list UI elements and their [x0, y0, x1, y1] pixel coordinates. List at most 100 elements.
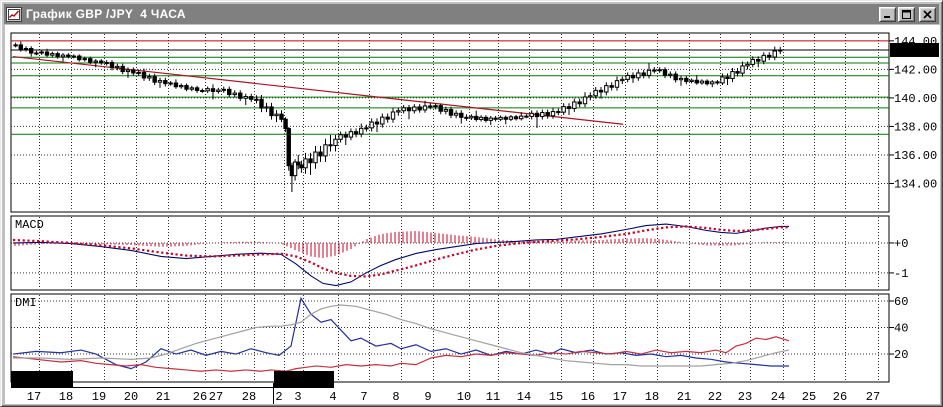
- macd-series: [12, 223, 790, 287]
- price-tick-label: 142.00: [894, 63, 937, 77]
- candle-down: [200, 89, 205, 92]
- candle-down: [152, 76, 157, 83]
- dmi-di-blue-line: [12, 296, 789, 370]
- chart-panels[interactable]: [10, 32, 890, 383]
- date-tick-label: 21: [156, 390, 170, 404]
- candle-up: [678, 77, 684, 81]
- candle-up: [390, 111, 396, 120]
- candle-up: [668, 73, 673, 76]
- candle-down: [99, 60, 104, 64]
- candle-down: [44, 51, 50, 56]
- date-tick-label: 7: [360, 390, 367, 404]
- candle-down: [673, 73, 678, 81]
- candle-up: [168, 82, 173, 85]
- candle-up: [348, 131, 354, 138]
- candle-up: [761, 54, 766, 62]
- candle-up: [369, 121, 374, 129]
- candle-down: [120, 65, 125, 73]
- date-tick-label: 17: [27, 390, 41, 404]
- candle-up: [433, 105, 438, 108]
- date-tick-label: 9: [424, 390, 431, 404]
- price-tick-label: 136.00: [894, 149, 937, 163]
- candle-down: [641, 72, 646, 76]
- date-tick-label: 26: [193, 390, 207, 404]
- date-tick-label: 16: [581, 390, 595, 404]
- macd-tick-label: -1: [894, 267, 908, 281]
- candle-up: [422, 105, 428, 111]
- candle-up: [488, 117, 493, 121]
- current-price-flag: 143.36: [890, 42, 939, 58]
- candle-down: [163, 80, 168, 85]
- candle-up: [264, 106, 269, 109]
- date-tick-label: 22: [708, 390, 722, 404]
- candle-up: [588, 95, 593, 98]
- date-tick-label: 10: [457, 390, 471, 404]
- chart-app-icon[interactable]: [6, 6, 22, 22]
- candle-down: [428, 105, 433, 108]
- candle-down: [503, 116, 508, 120]
- candle-up: [60, 54, 66, 58]
- candle-down: [308, 158, 313, 164]
- candle-down: [238, 92, 243, 99]
- candle-down: [556, 111, 561, 114]
- candle-down: [296, 161, 301, 166]
- candle-up: [136, 71, 141, 74]
- candle-up: [620, 78, 625, 82]
- maximize-icon: [902, 9, 911, 19]
- macd-panel[interactable]: [10, 215, 890, 291]
- date-tick-label: 27: [209, 390, 223, 404]
- dmi-tick-label: 60: [894, 295, 908, 309]
- candle-up: [34, 52, 39, 55]
- candle-down: [318, 151, 323, 157]
- candle-up: [104, 61, 109, 64]
- candle-up: [93, 60, 98, 63]
- candle-up: [189, 87, 194, 90]
- candle-up: [652, 69, 657, 72]
- candle-up: [232, 92, 237, 96]
- dmi-adx-gray-line: [13, 304, 790, 367]
- window-titlebar[interactable]: График GBP /JPY 4 ЧАСА: [4, 4, 939, 24]
- candle-down: [474, 115, 479, 120]
- candle-up: [115, 65, 120, 69]
- candle-down: [493, 117, 498, 120]
- maximize-button[interactable]: [898, 6, 915, 22]
- candle-down: [630, 74, 636, 79]
- candle-up: [303, 158, 308, 169]
- month-label-box: [11, 371, 73, 387]
- candle-down: [704, 80, 710, 85]
- candle-down: [513, 116, 519, 120]
- candle-up: [730, 71, 735, 80]
- candle-down: [353, 131, 359, 135]
- macd-label: MACD: [15, 218, 44, 232]
- candle-up: [323, 144, 328, 157]
- candle-up: [50, 53, 55, 56]
- candle-up: [740, 65, 745, 74]
- candle-up: [582, 96, 588, 105]
- candle-up: [710, 81, 715, 85]
- month-label-box: [274, 371, 334, 387]
- date-tick-label: 26: [833, 390, 847, 404]
- price-tick-label: 134.00: [894, 177, 937, 191]
- candle-down: [566, 106, 572, 109]
- candle-up: [593, 89, 598, 97]
- candle-up: [359, 127, 364, 135]
- minimize-icon: [884, 15, 890, 18]
- macd-signal-line: [12, 225, 790, 278]
- candle-down: [438, 105, 443, 112]
- dmi-label: DMI: [15, 296, 37, 310]
- candle-up: [39, 51, 44, 54]
- candle-up: [13, 44, 18, 47]
- candle-up: [205, 88, 210, 92]
- candle-up: [519, 115, 524, 120]
- candle-down: [524, 115, 529, 118]
- candle-down: [259, 98, 264, 109]
- chart-icon-glyph: [8, 8, 20, 20]
- close-button[interactable]: [919, 6, 936, 22]
- candle-up: [221, 88, 226, 91]
- close-icon: [923, 9, 932, 19]
- candle-up: [157, 80, 163, 83]
- date-tick-label: 23: [738, 390, 752, 404]
- minimize-button[interactable]: [879, 6, 896, 22]
- candle-down: [283, 118, 288, 130]
